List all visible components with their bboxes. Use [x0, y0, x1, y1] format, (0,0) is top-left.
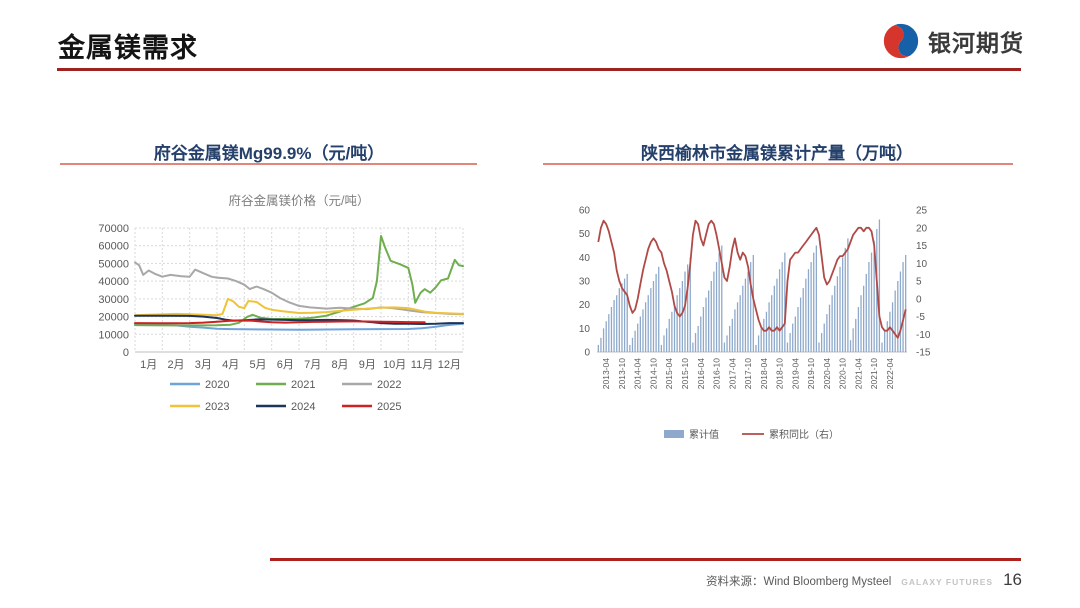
svg-text:20000: 20000	[98, 312, 129, 324]
svg-text:2023: 2023	[205, 401, 229, 413]
svg-text:-15: -15	[916, 348, 931, 359]
svg-text:9月: 9月	[359, 359, 376, 371]
brand-watermark: GALAXY FUTURES	[901, 577, 994, 587]
svg-text:40: 40	[579, 253, 591, 264]
right-panel-divider	[543, 163, 1013, 165]
footer-divider	[270, 558, 1021, 561]
svg-text:60: 60	[579, 206, 591, 217]
yulin-magnesium-output-bar-line-chart: 0 10 20 30 40 50 60 -15 -10 -5 0 5 10 15 20 25 2013-04 20…	[579, 206, 931, 442]
svg-text:-5: -5	[916, 312, 925, 323]
svg-text:2019-04: 2019-04	[790, 358, 800, 389]
svg-text:12月: 12月	[438, 359, 461, 371]
svg-text:4月: 4月	[222, 359, 239, 371]
svg-text:20: 20	[916, 223, 928, 234]
svg-text:5: 5	[916, 277, 922, 288]
svg-text:30000: 30000	[98, 294, 129, 306]
svg-text:60000: 60000	[98, 241, 129, 253]
svg-text:2015-04: 2015-04	[664, 358, 674, 389]
svg-text:25: 25	[916, 206, 928, 217]
svg-text:2013-04: 2013-04	[601, 358, 611, 389]
left-panel-divider	[60, 163, 477, 165]
svg-text:2021-10: 2021-10	[869, 358, 879, 389]
svg-text:3月: 3月	[195, 359, 212, 371]
svg-text:2016-10: 2016-10	[712, 358, 722, 389]
svg-text:0: 0	[916, 294, 922, 305]
page-number: 16	[1003, 570, 1022, 589]
svg-text:70000: 70000	[98, 223, 129, 235]
source-attribution: 资料来源：Wind Bloomberg Mysteel	[705, 576, 892, 588]
svg-text:10月: 10月	[383, 359, 406, 371]
svg-text:2021: 2021	[291, 379, 315, 391]
svg-text:5月: 5月	[249, 359, 266, 371]
header-divider	[57, 68, 1021, 71]
svg-text:20: 20	[579, 300, 591, 311]
right-chart-panel-title: 陕西榆林市金属镁累计产量（万吨）	[641, 144, 913, 163]
svg-text:2018-10: 2018-10	[775, 358, 785, 389]
svg-text:50000: 50000	[98, 258, 129, 270]
svg-text:2017-04: 2017-04	[727, 358, 737, 389]
svg-text:0: 0	[584, 348, 590, 359]
svg-text:2024: 2024	[291, 401, 315, 413]
svg-text:2025: 2025	[377, 401, 401, 413]
svg-text:2014-04: 2014-04	[633, 358, 643, 389]
logo-text: 银河期货	[928, 30, 1024, 56]
svg-text:2月: 2月	[167, 359, 184, 371]
svg-text:10000: 10000	[98, 329, 129, 341]
svg-text:2014-10: 2014-10	[648, 358, 658, 389]
left-chart-panel-title: 府谷金属镁Mg99.9%（元/吨）	[153, 144, 385, 163]
svg-text:10: 10	[916, 259, 928, 270]
svg-text:2016-04: 2016-04	[696, 358, 706, 389]
svg-text:30: 30	[579, 277, 591, 288]
svg-text:2018-04: 2018-04	[759, 358, 769, 389]
svg-text:2013-10: 2013-10	[617, 358, 627, 389]
svg-text:0: 0	[123, 347, 129, 359]
svg-text:累计值: 累计值	[689, 428, 719, 441]
svg-text:6月: 6月	[277, 359, 294, 371]
svg-text:2021-04: 2021-04	[853, 358, 863, 389]
svg-text:11月: 11月	[411, 359, 433, 371]
svg-text:7月: 7月	[304, 359, 321, 371]
svg-text:50: 50	[579, 229, 591, 240]
svg-text:2022-04: 2022-04	[885, 358, 895, 389]
galaxy-swirl-icon	[882, 22, 920, 60]
left-chart-subtitle: 府谷金属镁价格（元/吨）	[228, 194, 370, 208]
svg-text:15: 15	[916, 241, 928, 252]
svg-text:2019-10: 2019-10	[806, 358, 816, 389]
galaxy-futures-logo: 银河期货	[882, 22, 1024, 60]
page-title: 金属镁需求	[58, 33, 198, 63]
svg-text:40000: 40000	[98, 276, 129, 288]
svg-text:2020: 2020	[205, 379, 229, 391]
fugu-magnesium-price-line-chart: 0 10000 20000 30000 40000 50000 60000 70000 1月 2月…	[98, 223, 464, 413]
svg-text:2017-10: 2017-10	[743, 358, 753, 389]
svg-text:2020-04: 2020-04	[822, 358, 832, 389]
svg-text:2015-10: 2015-10	[680, 358, 690, 389]
footer: 资料来源：Wind Bloomberg Mysteel GALAXY FUTUR…	[706, 570, 1022, 590]
svg-text:2020-10: 2020-10	[838, 358, 848, 389]
svg-text:10: 10	[579, 324, 591, 335]
svg-text:累积同比（右）: 累积同比（右）	[769, 428, 839, 441]
svg-text:1月: 1月	[140, 359, 157, 371]
svg-text:8月: 8月	[331, 359, 348, 371]
svg-text:-10: -10	[916, 330, 931, 341]
svg-text:2022: 2022	[377, 379, 401, 391]
